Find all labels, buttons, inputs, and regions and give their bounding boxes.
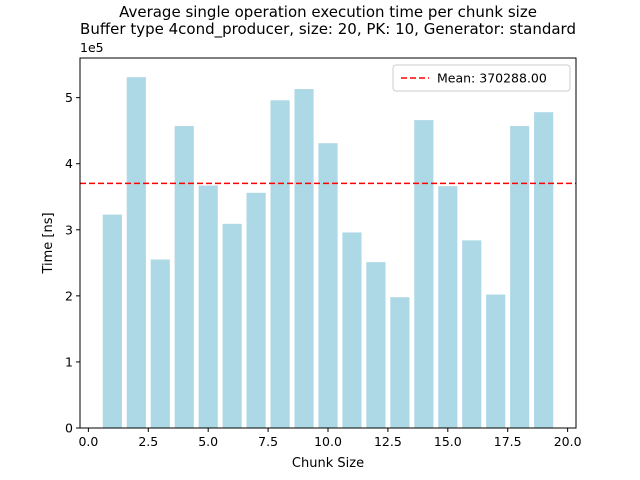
bar-3 (150, 259, 170, 428)
bar-13 (390, 297, 410, 428)
x-tick-label: 15.0 (434, 434, 462, 449)
y-tick-label: 1 (65, 354, 73, 369)
y-axis-label: Time [ns] (41, 212, 56, 274)
y-tick-label: 2 (65, 288, 73, 303)
bar-9 (294, 89, 314, 428)
legend: Mean: 370288.00 (392, 64, 571, 92)
legend-mean-label: Mean: 370288.00 (437, 71, 547, 86)
bar-6 (222, 223, 242, 428)
y-offset-label: 1e5 (80, 40, 104, 55)
x-tick-label: 0.0 (78, 434, 98, 449)
legend-box (392, 64, 571, 92)
bar-2 (126, 77, 146, 429)
y-tick-label: 5 (65, 90, 73, 105)
chart-title: Average single operation execution time … (119, 3, 537, 21)
bar-18 (510, 126, 530, 428)
bar-8 (270, 100, 290, 429)
x-tick-label: 5.0 (198, 434, 218, 449)
bar-1 (102, 214, 122, 428)
bar-7 (246, 192, 266, 428)
x-tick-label: 20.0 (554, 434, 582, 449)
bars-group (102, 77, 554, 429)
y-tick-label: 4 (65, 156, 73, 171)
x-axis-ticks: 0.0 2.5 5.0 7.5 10.0 12.5 15.0 17.5 20.0 (78, 428, 582, 449)
y-tick-label: 3 (65, 222, 73, 237)
y-tick-label: 0 (65, 421, 73, 436)
x-tick-label: 7.5 (258, 434, 278, 449)
bar-12 (366, 262, 386, 428)
bar-19 (534, 112, 554, 428)
x-tick-label: 2.5 (138, 434, 158, 449)
x-tick-label: 12.5 (374, 434, 402, 449)
y-axis-ticks: 0 1 2 3 4 5 (65, 90, 80, 436)
bar-10 (318, 143, 338, 428)
bar-15 (438, 186, 458, 428)
bar-16 (462, 240, 482, 428)
chart-subtitle: Buffer type 4cond_producer, size: 20, PK… (80, 20, 576, 39)
x-axis-label: Chunk Size (292, 456, 364, 471)
bar-14 (414, 120, 434, 428)
bar-5 (198, 185, 218, 428)
bar-4 (174, 126, 194, 428)
x-tick-label: 10.0 (314, 434, 342, 449)
x-tick-label: 17.5 (494, 434, 522, 449)
bar-11 (342, 232, 362, 428)
bar-17 (486, 294, 506, 428)
